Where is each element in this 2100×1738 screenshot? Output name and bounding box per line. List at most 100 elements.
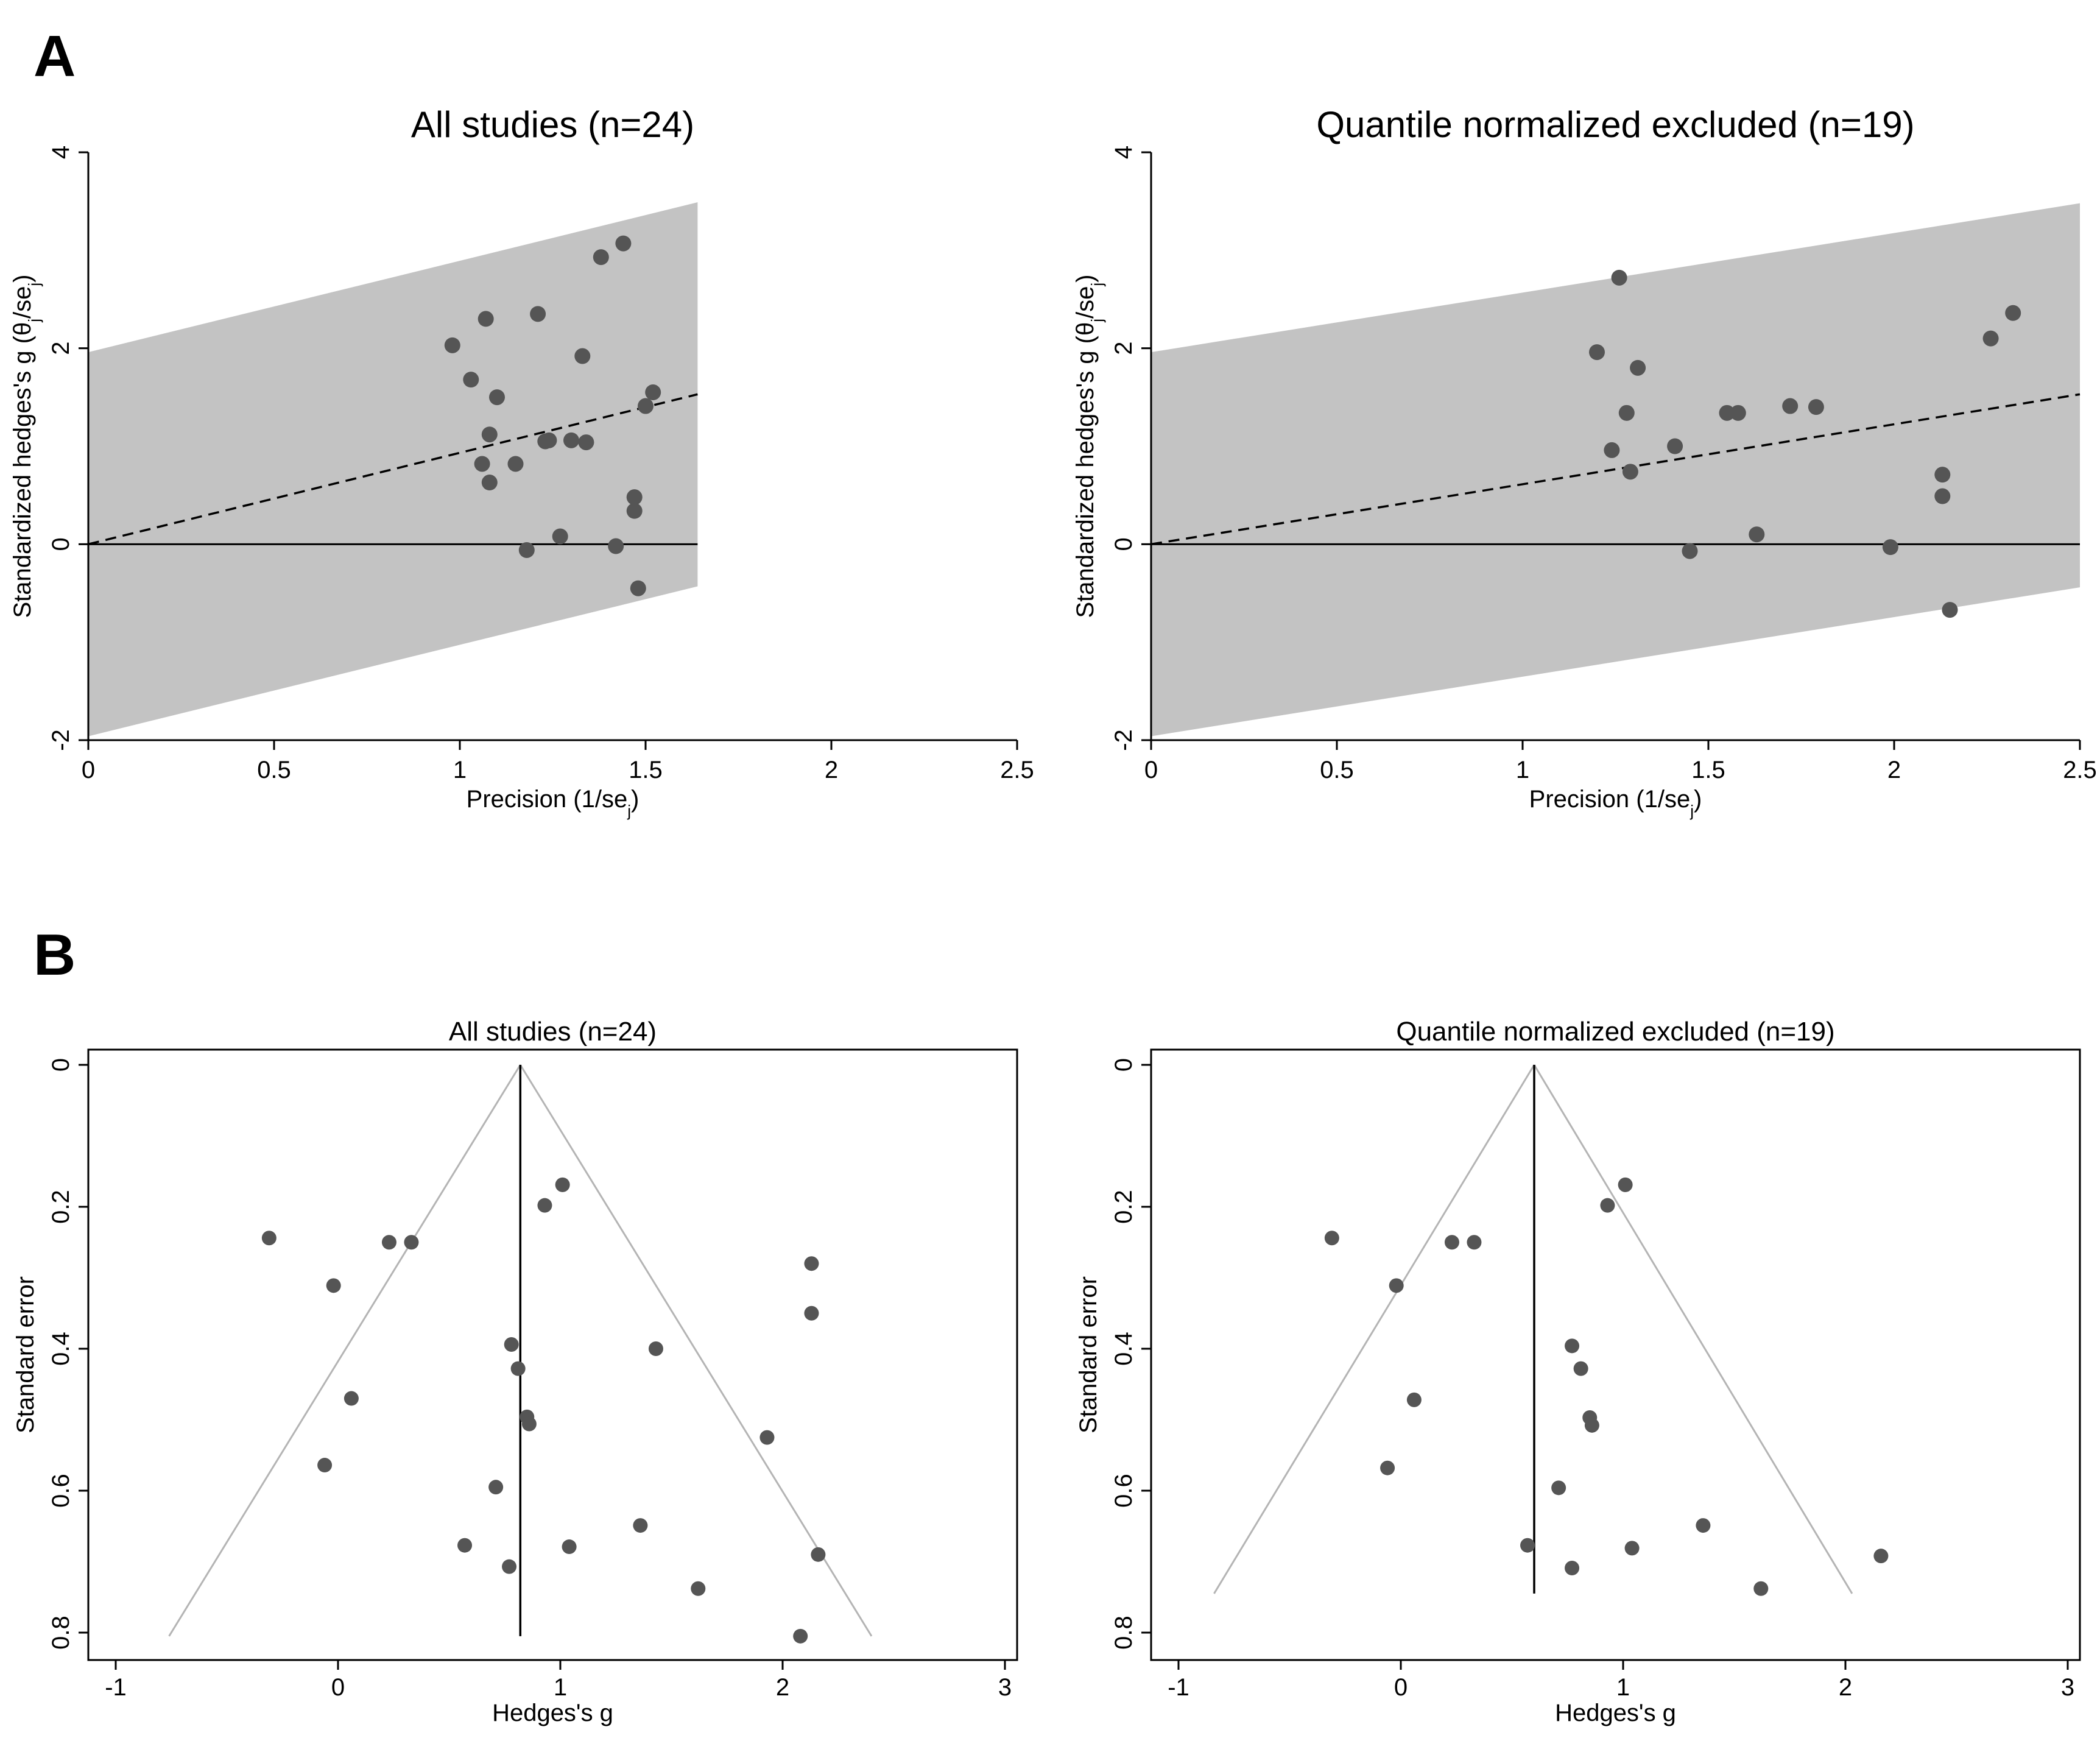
data-point xyxy=(1611,269,1627,286)
data-point xyxy=(645,384,661,401)
data-point xyxy=(1934,488,1951,504)
data-point xyxy=(1667,438,1683,454)
panel-label-a: A xyxy=(33,24,76,89)
y-axis-label: Standard error xyxy=(12,1276,39,1433)
data-point xyxy=(1600,1198,1615,1213)
funnel-right-line xyxy=(1533,1064,1853,1594)
data-point xyxy=(1942,602,1958,618)
data-point xyxy=(1696,1518,1711,1533)
galbraith-plot-all-studies: 0 0.5 1 1.5 2 2.5 -2 0 2 4 All studies (n=24) Preci… xyxy=(9,104,1034,820)
data-point xyxy=(804,1305,819,1321)
y-tick-label: 0 xyxy=(48,537,74,551)
data-point xyxy=(481,475,498,491)
x-tick-label: 0.5 xyxy=(1320,757,1354,783)
data-point xyxy=(1389,1278,1404,1293)
x-tick-label: 2 xyxy=(825,757,838,783)
data-point xyxy=(1753,1581,1769,1596)
data-point xyxy=(507,456,524,472)
data-point xyxy=(1682,543,1698,559)
data-point xyxy=(541,432,557,448)
funnel-left-line xyxy=(168,1064,521,1637)
data-point xyxy=(1808,399,1824,415)
data-point xyxy=(1882,539,1898,556)
data-point xyxy=(626,489,643,506)
chart-title: Quantile normalized excluded (n=19) xyxy=(1316,104,1914,145)
y-tick-label: 4 xyxy=(48,146,74,159)
x-tick-label: 2.5 xyxy=(2063,757,2097,783)
data-point xyxy=(608,538,624,554)
data-point xyxy=(1730,404,1746,421)
x-axis-label: Precision (1/sej) xyxy=(467,786,640,820)
data-point xyxy=(691,1581,706,1596)
funnel-plot-quantile-excluded: -1 0 1 2 3 0 0.2 0.4 0.6 0.8 Quantile normalized e… xyxy=(1075,1017,2081,1726)
x-tick-label: 1 xyxy=(1616,1674,1630,1701)
data-point xyxy=(759,1430,775,1445)
data-point xyxy=(457,1538,473,1553)
data-point xyxy=(1604,442,1620,458)
data-point xyxy=(502,1559,517,1574)
x-axis-label: Hedges's g xyxy=(1555,1700,1676,1726)
chart-title: Quantile normalized excluded (n=19) xyxy=(1396,1017,1834,1047)
data-point xyxy=(477,311,494,327)
panel-label-b: B xyxy=(33,922,76,987)
data-point xyxy=(521,1416,537,1432)
y-tick-label: 0.8 xyxy=(48,1616,74,1650)
data-point xyxy=(1719,404,1735,421)
x-tick-label: 0 xyxy=(331,1674,345,1701)
data-point xyxy=(804,1256,819,1271)
data-point xyxy=(615,235,632,252)
x-tick-label: 2 xyxy=(1887,757,1901,783)
data-point xyxy=(1982,330,1999,347)
x-tick-label: -1 xyxy=(105,1674,127,1701)
data-point xyxy=(326,1278,341,1293)
data-point xyxy=(811,1547,826,1562)
data-point xyxy=(638,398,654,414)
data-point xyxy=(463,372,479,388)
regression-line xyxy=(88,393,698,546)
data-point xyxy=(1589,344,1605,361)
x-tick-label: 1.5 xyxy=(629,757,663,783)
data-point xyxy=(1551,1480,1566,1496)
x-tick-label: 1.5 xyxy=(1691,757,1725,783)
plot-frame xyxy=(1150,1048,2081,1661)
data-point xyxy=(626,503,643,519)
y-tick-label: 0.2 xyxy=(1110,1190,1137,1224)
data-point xyxy=(1565,1560,1580,1575)
data-point xyxy=(317,1458,333,1473)
data-point xyxy=(1618,1177,1633,1192)
data-point xyxy=(2005,305,2021,321)
data-point xyxy=(481,426,498,443)
x-tick-label: 1 xyxy=(554,1674,567,1701)
data-point xyxy=(562,1539,577,1555)
data-point xyxy=(344,1391,359,1406)
y-tick-label: 0.6 xyxy=(48,1474,74,1508)
data-point xyxy=(1630,359,1646,376)
y-axis-label: Standardized hedges's g (θj/sej) xyxy=(1072,275,1106,618)
data-point xyxy=(563,432,579,448)
confidence-band xyxy=(88,202,698,737)
data-point xyxy=(578,434,594,451)
y-axis-label: Standardized hedges's g (θj/sej) xyxy=(9,275,43,618)
data-point xyxy=(1444,1235,1459,1250)
data-point xyxy=(1324,1231,1339,1246)
data-point xyxy=(593,249,609,266)
x-tick-label: 1 xyxy=(453,757,467,783)
y-tick-label: 0 xyxy=(48,1058,74,1072)
data-point xyxy=(574,348,591,364)
data-point xyxy=(1520,1538,1535,1553)
data-point xyxy=(1782,398,1799,414)
data-point xyxy=(537,1198,552,1213)
plot-frame xyxy=(87,1048,1018,1661)
x-tick-label: 0 xyxy=(1144,757,1158,783)
y-tick-label: 0.2 xyxy=(48,1190,74,1224)
x-tick-label: 2.5 xyxy=(1000,757,1034,783)
funnel-right-line xyxy=(520,1064,873,1637)
chart-title: All studies (n=24) xyxy=(449,1017,657,1047)
chart-title: All studies (n=24) xyxy=(411,104,694,145)
data-point xyxy=(381,1235,396,1250)
data-point xyxy=(1573,1361,1588,1376)
x-tick-label: -1 xyxy=(1168,1674,1189,1701)
data-point xyxy=(1380,1460,1395,1475)
data-point xyxy=(510,1361,526,1376)
